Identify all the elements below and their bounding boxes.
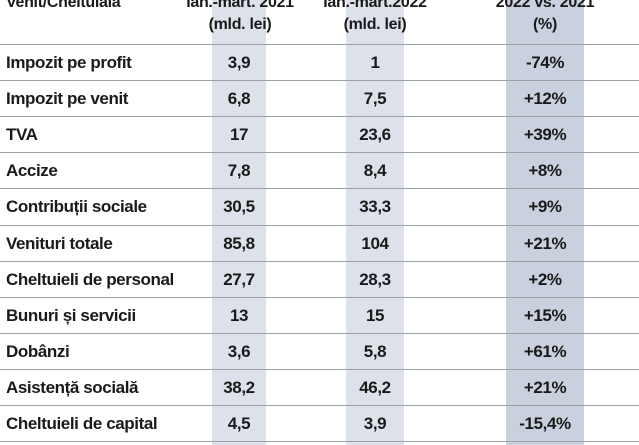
value-cell: +9% — [528, 197, 562, 217]
row-label: Accize — [6, 161, 58, 181]
row-label: Venituri totale — [6, 233, 113, 253]
value-cell: +21% — [523, 377, 567, 397]
value-cell: 30,5 — [223, 197, 255, 217]
value-cell: 104 — [361, 233, 389, 253]
row-separator — [0, 152, 639, 153]
value-cell: 3,9 — [227, 53, 251, 72]
value-cell: +39% — [523, 125, 567, 145]
row-label: Dobânzi — [6, 341, 70, 361]
row-separator — [0, 369, 639, 370]
row-label: Cheltuieli de capital — [6, 414, 158, 433]
column-band — [212, 0, 266, 445]
row-label: TVA — [6, 125, 38, 145]
value-cell: +2% — [528, 269, 562, 289]
row-separator — [0, 225, 639, 226]
header-cell: 2022 vs. 2021 — [495, 0, 595, 11]
row-separator — [0, 261, 639, 262]
value-cell: 17 — [229, 125, 249, 145]
row-separator — [0, 441, 639, 442]
column-band — [346, 0, 404, 445]
row-separator — [0, 333, 639, 334]
row-label: Bunuri și servicii — [6, 305, 136, 325]
header-cell: (%) — [533, 16, 557, 33]
value-cell: 6,8 — [227, 89, 251, 109]
value-cell: 7,8 — [227, 161, 251, 181]
header-cell: (mld. lei) — [208, 16, 272, 33]
row-separator — [0, 116, 639, 117]
row-label: Cheltuieli de personal — [6, 269, 174, 289]
column-band — [506, 0, 584, 445]
value-cell: +21% — [523, 233, 567, 253]
header-cell: (mld. lei) — [343, 16, 407, 33]
value-cell: +15% — [523, 305, 567, 325]
value-cell: 1 — [370, 53, 380, 72]
value-cell: -74% — [525, 53, 565, 72]
header-cell: Ian.-mart. 2021 — [186, 0, 294, 11]
row-separator — [0, 80, 639, 81]
value-cell: 23,6 — [359, 125, 391, 145]
value-cell: 27,7 — [223, 269, 255, 289]
value-cell: 5,8 — [363, 341, 387, 361]
header-cell: Ian.-mart.2022 — [323, 0, 427, 11]
row-label: Asistență socială — [6, 377, 139, 397]
value-cell: +8% — [528, 161, 562, 181]
row-label: Contribuții sociale — [6, 197, 147, 217]
row-label: Impozit pe profit — [6, 53, 132, 72]
value-cell: 13 — [229, 305, 249, 325]
value-cell: +61% — [523, 341, 567, 361]
row-separator — [0, 405, 639, 406]
value-cell: 3,9 — [363, 414, 387, 433]
value-cell: 4,5 — [227, 414, 251, 433]
value-cell: 7,5 — [363, 89, 387, 109]
row-separator — [0, 297, 639, 298]
header-cell: Venit/Cheltuială — [6, 0, 121, 11]
value-cell: 46,2 — [359, 377, 391, 397]
value-cell: 33,3 — [359, 197, 391, 217]
value-cell: 38,2 — [223, 377, 255, 397]
value-cell: 3,6 — [227, 341, 251, 361]
value-cell: 28,3 — [359, 269, 391, 289]
row-separator — [0, 44, 639, 45]
value-cell: 15 — [365, 305, 385, 325]
value-cell: 85,8 — [223, 233, 255, 253]
value-cell: +12% — [523, 89, 567, 109]
value-cell: 8,4 — [363, 161, 387, 181]
row-separator — [0, 188, 639, 189]
row-label: Impozit pe venit — [6, 89, 129, 109]
value-cell: -15,4% — [519, 414, 571, 433]
